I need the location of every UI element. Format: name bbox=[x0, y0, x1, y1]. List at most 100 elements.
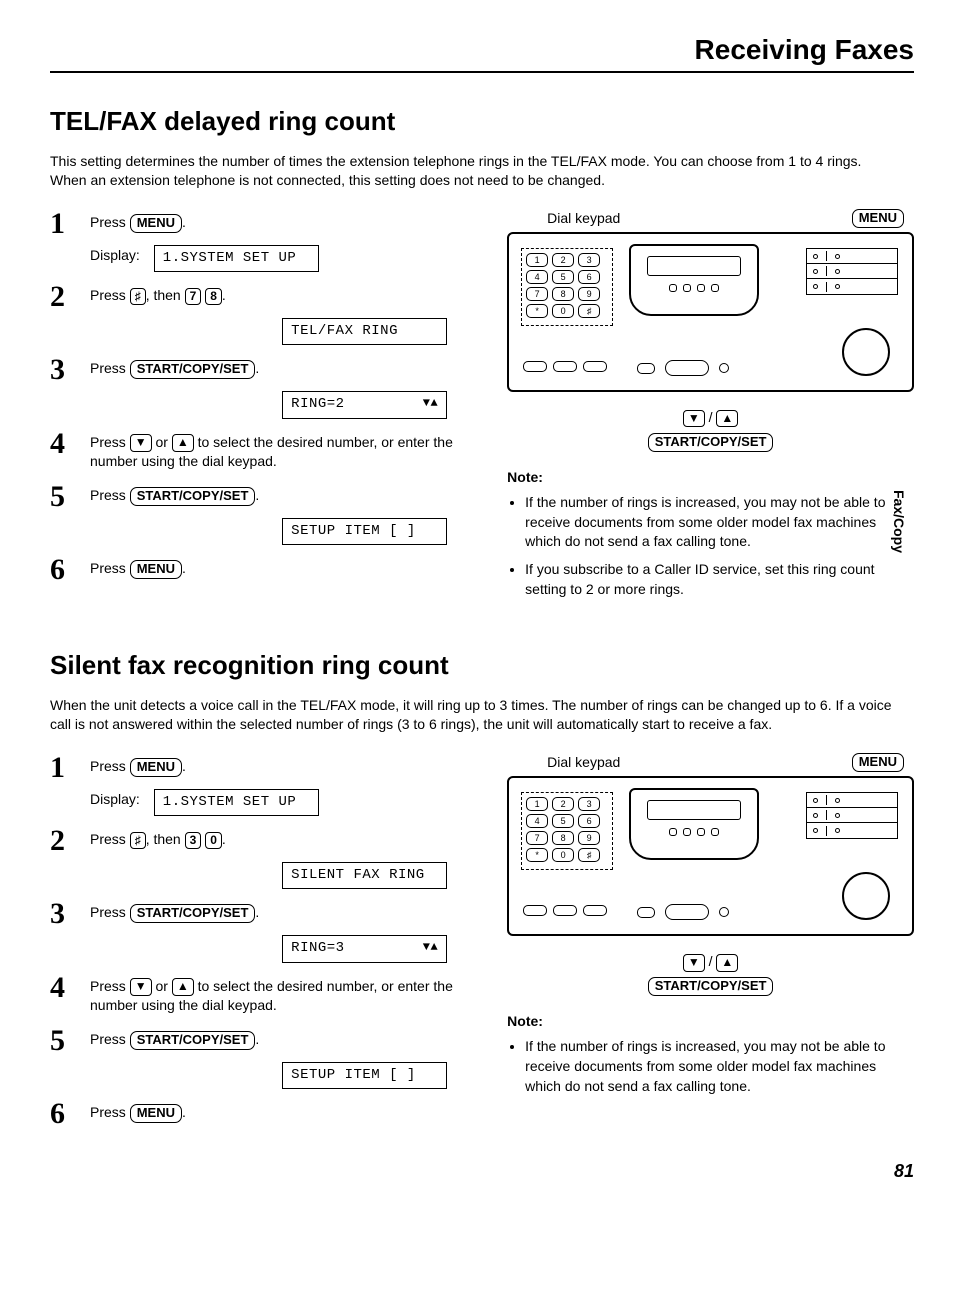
step: 5 Press START/COPY/SET. SETUP ITEM [ ] bbox=[50, 1026, 477, 1089]
menu-key: MENU bbox=[130, 758, 182, 777]
hash-key: ♯ bbox=[130, 288, 146, 306]
digit-key: 0 bbox=[205, 832, 222, 850]
step: 6 Press MENU. bbox=[50, 1099, 477, 1129]
section2-intro: When the unit detects a voice call in th… bbox=[50, 696, 914, 735]
step-number: 2 bbox=[50, 826, 90, 856]
step-number: 6 bbox=[50, 1099, 90, 1129]
step-text: or bbox=[152, 434, 172, 450]
step-text: Press bbox=[90, 360, 130, 376]
step-text: . bbox=[182, 758, 186, 774]
step-text: . bbox=[182, 1104, 186, 1120]
lcd-screen-icon bbox=[629, 244, 759, 316]
note-list: If the number of rings is increased, you… bbox=[507, 493, 914, 599]
step-text: . bbox=[255, 1031, 259, 1047]
start-copy-set-key: START/COPY/SET bbox=[130, 360, 256, 379]
lcd-screen-icon bbox=[629, 788, 759, 860]
step-text: Press bbox=[90, 1031, 130, 1047]
note-title: Note: bbox=[507, 1012, 914, 1032]
digit-key: 7 bbox=[185, 288, 202, 306]
step: 6 Press MENU. bbox=[50, 555, 477, 585]
step-text: or bbox=[152, 978, 172, 994]
step: 3 Press START/COPY/SET. RING=2▼▲ bbox=[50, 355, 477, 418]
step-number: 2 bbox=[50, 282, 90, 312]
step-text: Press bbox=[90, 904, 130, 920]
jog-dial-icon bbox=[842, 328, 890, 376]
step-text: Press bbox=[90, 487, 130, 503]
arrow-indicator: ▼▲ bbox=[423, 939, 438, 956]
step-number: 4 bbox=[50, 429, 90, 459]
function-buttons-icon bbox=[806, 792, 898, 839]
diagram-label-menu: MENU bbox=[852, 209, 904, 229]
lcd-display: SETUP ITEM [ ] bbox=[282, 1062, 447, 1090]
page-header: Receiving Faxes bbox=[50, 30, 914, 73]
menu-key: MENU bbox=[130, 214, 182, 233]
digit-key: 3 bbox=[185, 832, 202, 850]
jog-dial-icon bbox=[842, 872, 890, 920]
step-text: Press bbox=[90, 831, 130, 847]
step: 1 Press MENU. Display: 1.SYSTEM SET UP bbox=[50, 753, 477, 816]
lcd-display: SILENT FAX RING bbox=[282, 862, 447, 890]
diagram-label-menu: MENU bbox=[852, 753, 904, 773]
up-arrow-key: ▲ bbox=[716, 410, 738, 428]
menu-key: MENU bbox=[130, 1104, 182, 1123]
step-text: , then bbox=[146, 831, 185, 847]
section1-steps: 1 Press MENU. Display: 1.SYSTEM SET UP 2… bbox=[50, 209, 477, 595]
step-text: Press bbox=[90, 560, 130, 576]
section1-intro: This setting determines the number of ti… bbox=[50, 152, 914, 191]
step: 1 Press MENU. Display: 1.SYSTEM SET UP bbox=[50, 209, 477, 272]
step: 2 Press ♯, then 7 8. TEL/FAX RING bbox=[50, 282, 477, 345]
start-copy-set-key: START/COPY/SET bbox=[130, 487, 256, 506]
function-buttons-icon bbox=[806, 248, 898, 295]
note-title: Note: bbox=[507, 468, 914, 488]
step-number: 4 bbox=[50, 973, 90, 1003]
lcd-display: 1.SYSTEM SET UP bbox=[154, 789, 319, 817]
digit-key: 8 bbox=[205, 288, 222, 306]
diagram-label-keypad: Dial keypad bbox=[547, 209, 620, 229]
arrow-indicator: ▼▲ bbox=[423, 395, 438, 412]
up-arrow-key: ▲ bbox=[716, 954, 738, 972]
step: 3 Press START/COPY/SET. RING=3▼▲ bbox=[50, 899, 477, 962]
step-text: Press bbox=[90, 214, 130, 230]
step-text: Press bbox=[90, 287, 130, 303]
lcd-display: SETUP ITEM [ ] bbox=[282, 518, 447, 546]
display-label: Display: bbox=[90, 790, 140, 810]
up-arrow-key: ▲ bbox=[172, 434, 194, 452]
start-copy-set-key: START/COPY/SET bbox=[648, 977, 774, 996]
step-text: . bbox=[255, 360, 259, 376]
up-arrow-key: ▲ bbox=[172, 978, 194, 996]
down-arrow-key: ▼ bbox=[683, 410, 705, 428]
dial-keypad-icon: 123 456 789 *0♯ bbox=[521, 792, 613, 870]
down-arrow-key: ▼ bbox=[683, 954, 705, 972]
step: 5 Press START/COPY/SET. SETUP ITEM [ ] bbox=[50, 482, 477, 545]
intro-line: This setting determines the number of ti… bbox=[50, 152, 914, 172]
side-tab: Fax/Copy bbox=[888, 490, 908, 553]
step-text: . bbox=[182, 214, 186, 230]
down-arrow-key: ▼ bbox=[130, 978, 152, 996]
start-copy-set-key: START/COPY/SET bbox=[130, 1031, 256, 1050]
step: 2 Press ♯, then 3 0. SILENT FAX RING bbox=[50, 826, 477, 889]
menu-key: MENU bbox=[130, 560, 182, 579]
section2-steps: 1 Press MENU. Display: 1.SYSTEM SET UP 2… bbox=[50, 753, 477, 1139]
step-number: 3 bbox=[50, 899, 90, 929]
lcd-display: TEL/FAX RING bbox=[282, 318, 447, 346]
note-item: If you subscribe to a Caller ID service,… bbox=[525, 560, 914, 599]
lcd-display: RING=3▼▲ bbox=[282, 935, 447, 963]
step: 4 Press ▼ or ▲ to select the desired num… bbox=[50, 973, 477, 1016]
device-diagram: Dial keypad MENU 123 456 789 *0♯ bbox=[507, 753, 914, 996]
step-text: Press bbox=[90, 978, 130, 994]
section2-diagram-col: Dial keypad MENU 123 456 789 *0♯ bbox=[507, 753, 914, 1104]
down-arrow-key: ▼ bbox=[130, 434, 152, 452]
step-number: 5 bbox=[50, 1026, 90, 1056]
note-list: If the number of rings is increased, you… bbox=[507, 1037, 914, 1096]
note-item: If the number of rings is increased, you… bbox=[525, 1037, 914, 1096]
section2-title: Silent fax recognition ring count bbox=[50, 647, 914, 683]
intro-line: When an extension telephone is not conne… bbox=[50, 171, 914, 191]
dial-keypad-icon: 123 456 789 *0♯ bbox=[521, 248, 613, 326]
page-number: 81 bbox=[50, 1159, 914, 1184]
step-number: 3 bbox=[50, 355, 90, 385]
step-number: 5 bbox=[50, 482, 90, 512]
lcd-display: RING=2▼▲ bbox=[282, 391, 447, 419]
step-text: . bbox=[222, 831, 226, 847]
display-label: Display: bbox=[90, 246, 140, 266]
lcd-display: 1.SYSTEM SET UP bbox=[154, 245, 319, 273]
